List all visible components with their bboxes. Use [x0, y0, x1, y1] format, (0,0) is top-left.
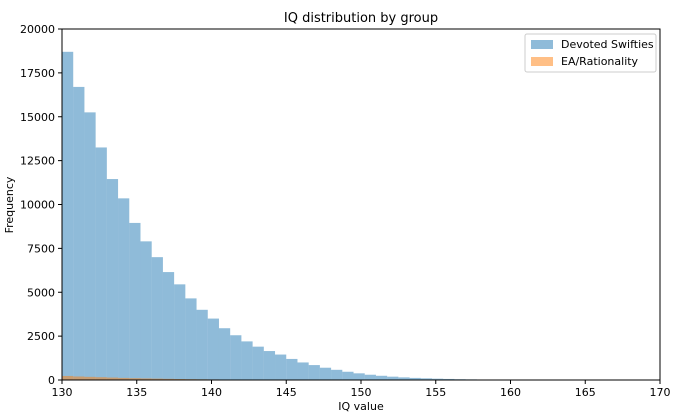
legend-box — [524, 33, 657, 73]
x-axis-ticks: 130 135 140 145 150 155 160 165 170 — [52, 380, 671, 399]
bar-series-1-bin-3 — [95, 377, 107, 380]
y-tick-label: 15000 — [20, 111, 55, 124]
bars-group — [62, 51, 522, 381]
legend-label-devoted-swifties: Devoted Swifties — [561, 38, 654, 51]
bar-series-1-bin-5 — [118, 377, 130, 380]
bar-series-0-bin-3 — [95, 147, 107, 380]
bar-series-1-bin-1 — [73, 376, 85, 380]
bar-series-0-bin-4 — [106, 179, 119, 380]
x-tick-label: 145 — [276, 386, 297, 399]
legend-swatch-devoted-swifties — [531, 40, 553, 49]
bar-series-0-bin-24 — [331, 369, 343, 380]
bar-series-0-bin-31 — [409, 377, 421, 380]
y-axis-ticks: 0 2500 5000 7500 10000 12500 15000 17500 20000 — [20, 23, 62, 387]
x-tick-label: 150 — [351, 386, 372, 399]
bar-series-1-bin-0 — [62, 375, 74, 380]
bar-series-0-bin-11 — [185, 298, 197, 380]
bar-series-0-bin-29 — [387, 376, 399, 380]
bar-series-0-bin-25 — [342, 371, 354, 380]
bar-series-0-bin-12 — [196, 309, 208, 380]
bar-series-0-bin-22 — [308, 365, 320, 380]
bar-series-0-bin-27 — [364, 374, 376, 380]
bar-series-0-bin-0 — [62, 51, 74, 380]
y-tick-label: 17500 — [20, 67, 55, 80]
bar-series-0-bin-21 — [297, 362, 309, 380]
bar-series-0-bin-33 — [432, 378, 444, 380]
bar-series-0-bin-18 — [263, 351, 276, 380]
bar-series-0-bin-23 — [319, 367, 332, 380]
bar-series-1-bin-4 — [106, 377, 119, 380]
bar-series-1-bin-8 — [151, 378, 163, 380]
bar-series-0-bin-10 — [174, 284, 186, 380]
bar-series-0-bin-34 — [443, 378, 455, 380]
bar-series-0-bin-30 — [398, 377, 410, 380]
bar-series-0-bin-6 — [129, 222, 141, 380]
bar-series-0-bin-9 — [162, 272, 175, 380]
bar-series-1-bin-7 — [140, 378, 152, 380]
bar-series-0-bin-14 — [218, 328, 231, 380]
legend-swatch-ea-rationality — [531, 57, 553, 66]
bar-series-0-bin-26 — [353, 373, 365, 380]
bar-series-0-bin-15 — [230, 335, 242, 380]
x-tick-label: 160 — [500, 386, 521, 399]
bar-series-1-bin-2 — [84, 376, 96, 380]
x-tick-label: 135 — [126, 386, 147, 399]
x-tick-label: 165 — [575, 386, 596, 399]
chart-title: IQ distribution by group — [284, 11, 438, 26]
bar-series-0-bin-8 — [151, 257, 163, 380]
y-tick-label: 7500 — [27, 242, 55, 255]
x-tick-label: 170 — [650, 386, 671, 399]
legend-label-ea-rationality: EA/Rationality — [561, 55, 639, 68]
bar-series-0-bin-17 — [252, 346, 264, 380]
bar-series-0-bin-7 — [140, 241, 152, 380]
y-tick-label: 10000 — [20, 199, 55, 212]
bar-series-0-bin-16 — [241, 341, 253, 380]
bar-series-0-bin-13 — [207, 318, 219, 380]
y-tick-label: 12500 — [20, 155, 55, 168]
y-tick-label: 5000 — [27, 286, 55, 299]
bar-series-0-bin-19 — [275, 354, 287, 380]
y-tick-label: 20000 — [20, 23, 55, 36]
bar-series-0-bin-2 — [84, 112, 96, 381]
bar-series-0-bin-32 — [420, 378, 433, 380]
bar-series-1-bin-6 — [129, 378, 141, 380]
legend: Devoted Swifties EA/Rationality — [524, 33, 657, 73]
x-axis-label: IQ value — [338, 400, 384, 413]
x-tick-label: 155 — [425, 386, 446, 399]
bar-series-0-bin-5 — [118, 198, 130, 380]
x-tick-label: 140 — [201, 386, 222, 399]
y-tick-label: 2500 — [27, 330, 55, 343]
y-tick-label: 0 — [48, 374, 55, 387]
bar-series-0-bin-1 — [73, 86, 85, 380]
y-axis-label: Frequency — [3, 176, 16, 233]
bar-series-0-bin-28 — [375, 375, 388, 380]
bar-series-1-bin-9 — [162, 378, 175, 380]
bar-series-0-bin-20 — [286, 358, 298, 380]
x-tick-label: 130 — [52, 386, 73, 399]
